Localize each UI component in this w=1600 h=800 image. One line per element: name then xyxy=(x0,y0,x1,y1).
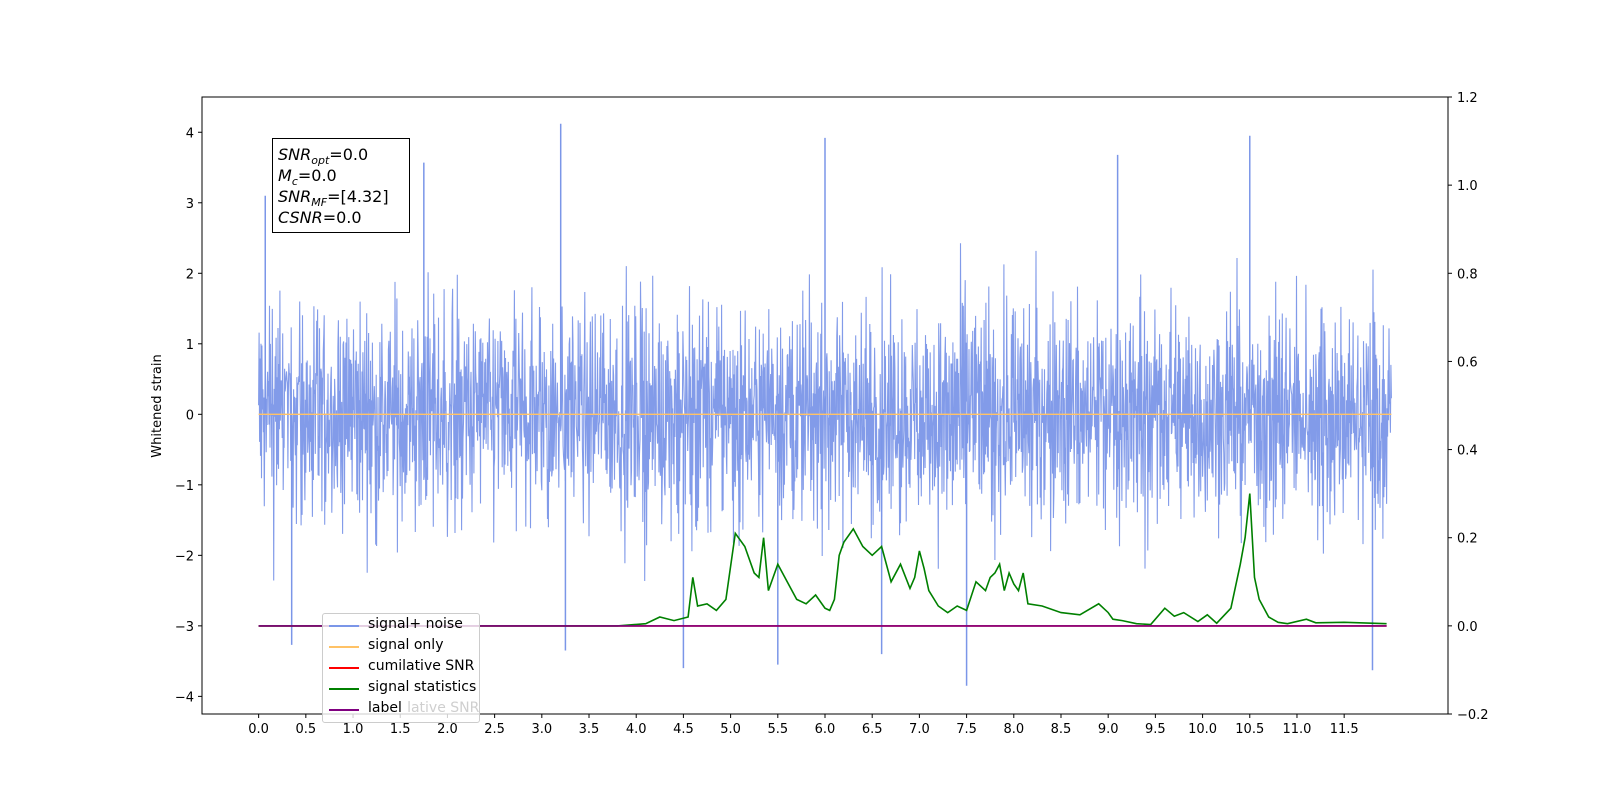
x-tick-label: 10.5 xyxy=(1235,722,1264,737)
x-tick-label: 3.0 xyxy=(531,722,552,737)
x-tick-label: 1.0 xyxy=(343,722,364,737)
legend-entry-signal-statistics: signal statistics xyxy=(326,679,476,699)
legend-swatch xyxy=(329,625,359,627)
x-tick-label: 9.0 xyxy=(1098,722,1119,737)
legend-swatch xyxy=(329,646,359,648)
legend-entry-signal-noise: signal+ noise xyxy=(326,616,476,636)
x-tick-label: 8.0 xyxy=(1003,722,1024,737)
y2-tick-label: 0.4 xyxy=(1457,444,1478,459)
snr-mf-line: SNRMF=[4.32] xyxy=(278,187,389,210)
x-tick-label: 8.5 xyxy=(1051,722,1072,737)
legend: signal+ noise signal only cumilative SNR… xyxy=(322,613,480,723)
x-tick-label: 6.5 xyxy=(862,722,883,737)
legend-swatch xyxy=(329,667,359,669)
y2-tick-label: 0.8 xyxy=(1457,267,1478,282)
y-tick-label: 0 xyxy=(186,408,194,423)
x-tick-label: 0.0 xyxy=(248,722,269,737)
x-tick-label: 1.5 xyxy=(390,722,411,737)
legend-entry-signal-only: signal only xyxy=(326,637,476,657)
y-tick-label: −4 xyxy=(175,690,194,705)
legend-swatch xyxy=(329,688,359,690)
signal-noise-series xyxy=(258,123,1392,686)
y2-tick-label: 0.2 xyxy=(1457,532,1478,547)
csnr-line: CSNR=0.0 xyxy=(278,208,362,227)
mc-line: Mc=0.0 xyxy=(278,166,337,189)
x-tick-label: 9.5 xyxy=(1145,722,1166,737)
x-tick-label: 4.5 xyxy=(673,722,694,737)
y-tick-label: −3 xyxy=(175,620,194,635)
legend-overlap-text: cumulative SNR xyxy=(368,700,480,716)
y-tick-label: −1 xyxy=(175,479,194,494)
snr-opt-line: SNRopt=0.0 xyxy=(278,145,369,168)
y-axis-left: −4 −3 −2 −1 0 1 2 3 4 xyxy=(175,126,202,705)
x-tick-label: 0.5 xyxy=(295,722,316,737)
x-tick-label: 11.0 xyxy=(1282,722,1311,737)
y-tick-label: −2 xyxy=(175,549,194,564)
x-tick-label: 5.5 xyxy=(767,722,788,737)
x-axis: 0.0 0.5 1.0 1.5 2.0 2.5 3.0 3.5 4.0 4.5 5.0 5.5 6.0 6… xyxy=(248,714,1359,737)
x-tick-label: 3.5 xyxy=(579,722,600,737)
x-tick-label: 2.0 xyxy=(437,722,458,737)
y-axis-label: Whitened strain xyxy=(150,354,165,457)
metrics-annotation-box: SNRopt=0.0 Mc=0.0 SNRMF=[4.32] CSNR=0.0 xyxy=(272,138,410,233)
legend-entry-label: label cumulative SNR xyxy=(326,700,480,720)
x-tick-label: 7.0 xyxy=(909,722,930,737)
y2-tick-label: 1.2 xyxy=(1457,91,1478,106)
x-tick-label: 6.0 xyxy=(815,722,836,737)
y2-tick-label: 0.0 xyxy=(1457,620,1478,635)
y2-tick-label: −0.2 xyxy=(1457,708,1489,723)
signal-statistics-line xyxy=(258,493,1387,627)
y-axis-right: −0.2 0.0 0.2 0.4 0.6 0.8 1.0 1.2 xyxy=(1448,91,1489,723)
y-tick-label: 1 xyxy=(186,338,194,353)
legend-swatch xyxy=(329,709,359,711)
x-tick-label: 10.0 xyxy=(1188,722,1217,737)
legend-entry-cumilative-snr: cumilative SNR xyxy=(326,658,476,678)
x-tick-label: 2.5 xyxy=(484,722,505,737)
x-tick-label: 5.0 xyxy=(720,722,741,737)
y2-tick-label: 1.0 xyxy=(1457,179,1478,194)
x-tick-label: 11.5 xyxy=(1330,722,1359,737)
y-tick-label: 4 xyxy=(186,126,194,141)
x-tick-label: 4.0 xyxy=(626,722,647,737)
x-tick-label: 7.5 xyxy=(956,722,977,737)
y2-tick-label: 0.6 xyxy=(1457,355,1478,370)
y-tick-label: 2 xyxy=(186,267,194,282)
y-tick-label: 3 xyxy=(186,197,194,212)
